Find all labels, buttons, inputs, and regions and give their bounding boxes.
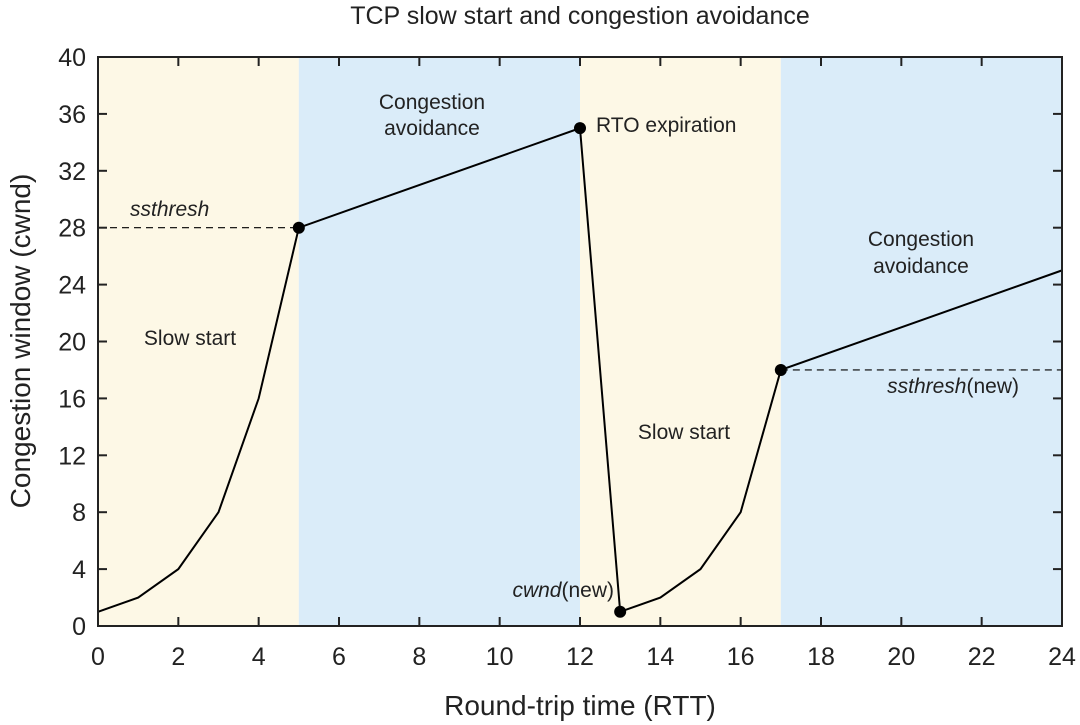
x-tick-label: 8 (412, 643, 426, 671)
x-tick-label: 2 (171, 643, 185, 671)
label-ca-1-line1: Congestion (379, 91, 485, 114)
label-ca-1-line2: avoidance (384, 117, 480, 140)
marker-point-0 (292, 221, 305, 234)
x-tick-label: 18 (807, 643, 835, 671)
x-tick-label: 20 (887, 643, 915, 671)
y-tick-label: 0 (72, 613, 86, 641)
x-tick-label: 14 (646, 643, 674, 671)
x-tick-label: 12 (566, 643, 594, 671)
label-ssthresh: ssthresh (130, 198, 209, 221)
y-tick-label: 36 (58, 101, 86, 129)
x-tick-label: 10 (486, 643, 514, 671)
x-tick-label: 22 (968, 643, 996, 671)
label-slow-start-2: Slow start (638, 421, 730, 444)
y-axis-label: Congestion window (cwnd) (5, 174, 36, 509)
label-cwnd-new: cwnd(new) (512, 579, 614, 602)
x-tick-label: 16 (727, 643, 755, 671)
x-tick-label: 4 (252, 643, 266, 671)
x-axis-label: Round-trip time (RTT) (444, 690, 716, 721)
y-tick-label: 28 (58, 215, 86, 243)
y-tick-label: 16 (58, 385, 86, 413)
region-1 (298, 57, 580, 626)
label-rto-expiration: RTO expiration (596, 114, 736, 137)
marker-point-2 (614, 605, 627, 618)
y-tick-label: 12 (58, 442, 86, 470)
x-tick-label: 6 (332, 643, 346, 671)
y-tick-label: 4 (72, 556, 86, 584)
chart-title: TCP slow start and congestion avoidance (350, 2, 810, 30)
region-3 (780, 57, 1062, 626)
label-ca-2-line2: avoidance (873, 255, 969, 278)
y-tick-label: 40 (58, 44, 86, 72)
y-tick-label: 20 (58, 329, 86, 357)
label-ssthresh-new: ssthresh(new) (887, 375, 1019, 398)
region-2 (580, 57, 781, 626)
marker-point-3 (774, 363, 787, 376)
x-tick-label: 24 (1048, 643, 1076, 671)
label-slow-start-1: Slow start (144, 327, 236, 350)
y-tick-label: 8 (72, 499, 86, 527)
y-tick-label: 32 (58, 158, 86, 186)
y-tick-label: 24 (58, 272, 86, 300)
label-ca-2-line1: Congestion (868, 228, 974, 251)
marker-point-1 (574, 122, 586, 135)
x-tick-label: 0 (91, 643, 105, 671)
region-0 (98, 57, 299, 626)
